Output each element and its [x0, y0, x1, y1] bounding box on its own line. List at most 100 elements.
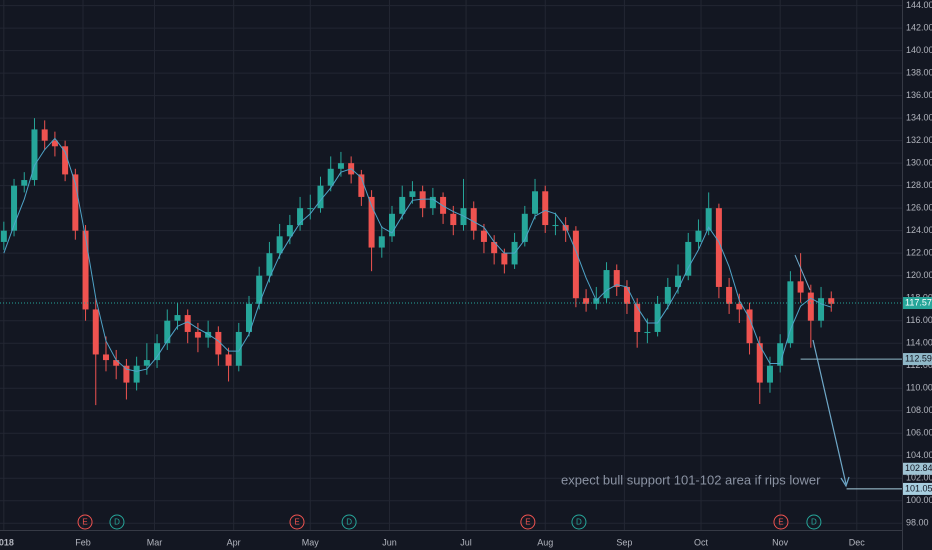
event-label: E — [525, 518, 530, 527]
candle-body — [644, 331, 651, 333]
candle-body — [766, 365, 773, 383]
candle-body — [532, 191, 539, 214]
y-tick-label: 100.00 — [906, 495, 932, 505]
y-tick-label: 140.00 — [906, 45, 932, 55]
candle-body — [664, 286, 671, 304]
price-label: 112.59 — [905, 353, 932, 363]
event-label: D — [811, 518, 817, 527]
candle-body — [654, 303, 661, 332]
event-label: D — [346, 518, 352, 527]
y-tick-label: 116.00 — [906, 315, 932, 325]
x-tick-label: Apr — [227, 537, 241, 547]
candle-body — [327, 168, 334, 186]
price-label-box — [903, 462, 932, 475]
candle-body — [470, 208, 477, 231]
candle-body — [675, 275, 682, 287]
price-label-box — [903, 482, 932, 495]
y-tick-label: 104.00 — [906, 450, 932, 460]
event-marker — [571, 514, 587, 530]
candle-body — [501, 253, 508, 265]
candle-body — [266, 253, 273, 276]
y-tick-label: 126.00 — [906, 203, 932, 213]
candle-body — [358, 174, 365, 197]
x-tick-label: Jun — [382, 537, 397, 547]
candle-body — [705, 208, 712, 231]
candle-body — [542, 191, 549, 226]
y-tick-label: 108.00 — [906, 405, 932, 415]
y-tick-label: 102.00 — [906, 473, 932, 483]
candle-body — [113, 360, 120, 366]
candle-body — [11, 185, 18, 231]
candle-body — [736, 303, 743, 310]
candle-body — [102, 354, 109, 361]
event-label: D — [576, 518, 582, 527]
candle-body — [685, 241, 692, 276]
candle-body — [715, 208, 722, 287]
candle-body — [143, 360, 150, 366]
y-tick-label: 144.00 — [906, 0, 932, 10]
y-tick-label: 128.00 — [906, 180, 932, 190]
candle-body — [31, 129, 38, 181]
y-tick-label: 112.00 — [906, 360, 932, 370]
price-label: 101.05 — [905, 483, 932, 493]
candle-body — [286, 225, 293, 237]
candle-body — [21, 180, 28, 186]
candle-body — [491, 241, 498, 254]
candle-body — [603, 270, 610, 299]
candle-body — [368, 196, 375, 248]
x-tick-label: Jul — [460, 537, 472, 547]
candle-body — [184, 315, 191, 332]
candle-body — [828, 298, 835, 304]
candle-body — [572, 230, 579, 299]
x-tick-label: Oct — [694, 537, 709, 547]
event-label: E — [82, 518, 87, 527]
candle-body — [215, 331, 222, 355]
candle-body — [777, 343, 784, 366]
candle-body — [378, 236, 385, 248]
candle-body — [154, 343, 161, 361]
candle-body — [521, 213, 528, 242]
y-tick-label: 98.00 — [906, 518, 929, 528]
candle-body — [235, 331, 242, 366]
y-tick-label: 130.00 — [906, 158, 932, 168]
candle-body — [634, 303, 641, 332]
candle-body — [399, 196, 406, 214]
candle-body — [429, 196, 436, 209]
candle-body — [726, 286, 733, 304]
candle-body — [41, 129, 48, 141]
arrow-head — [840, 476, 850, 488]
candle-body — [297, 208, 304, 226]
x-tick-label: Sep — [616, 537, 632, 547]
x-tick-label: 2018 — [0, 537, 14, 547]
y-tick-label: 142.00 — [906, 23, 932, 33]
event-marker — [289, 514, 305, 530]
y-tick-label: 122.00 — [906, 248, 932, 258]
y-tick-label: 138.00 — [906, 68, 932, 78]
candle-body — [317, 185, 324, 209]
candle-body — [62, 146, 69, 175]
moving-average — [3, 137, 832, 372]
price-label: 117.57 — [905, 297, 932, 307]
x-tick-label: Feb — [75, 537, 91, 547]
candle-body — [337, 163, 344, 169]
candle-body — [818, 298, 825, 321]
event-label: E — [294, 518, 299, 527]
candle-body — [133, 365, 140, 383]
candle-body — [695, 230, 702, 242]
x-tick-label: Aug — [537, 537, 553, 547]
arrow — [812, 339, 847, 485]
event-marker — [341, 514, 357, 530]
candle-body — [276, 236, 283, 254]
y-tick-label: 110.00 — [906, 383, 932, 393]
candle-body — [450, 213, 457, 226]
candle-body — [552, 225, 559, 227]
candle-body — [756, 343, 763, 383]
y-tick-label: 106.00 — [906, 428, 932, 438]
event-marker — [109, 514, 125, 530]
x-tick-label: Mar — [147, 537, 163, 547]
candle-body — [82, 230, 89, 310]
candle-body — [419, 191, 426, 209]
x-tick-label: May — [302, 537, 320, 547]
